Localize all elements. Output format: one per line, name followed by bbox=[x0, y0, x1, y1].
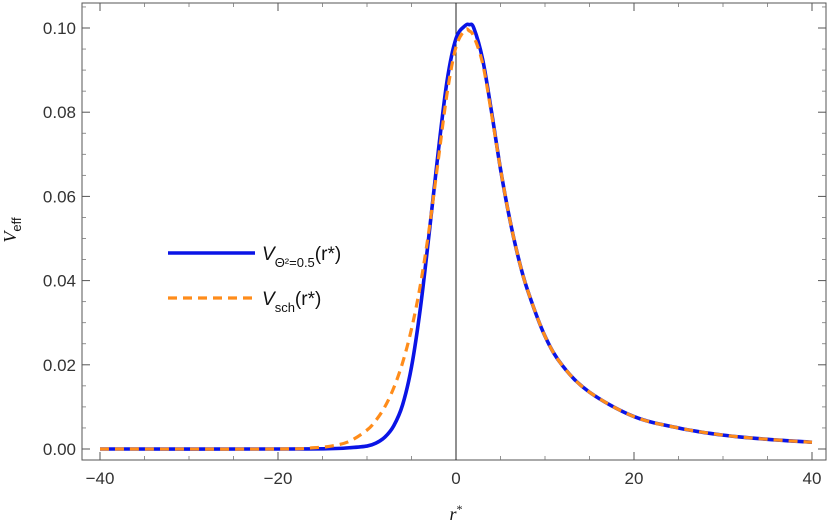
legend-label-theta-sub: Θ²=0.5 bbox=[275, 255, 315, 270]
x-tick-label: 0 bbox=[451, 469, 460, 488]
plot-frame bbox=[81, 2, 827, 461]
legend-label-sch-tail: (r*) bbox=[295, 289, 321, 310]
x-tick-label: 20 bbox=[625, 469, 644, 488]
y-tick-label: 0.02 bbox=[43, 356, 76, 375]
x-axis-label-star: * bbox=[457, 502, 463, 516]
series-line-sch bbox=[99, 27, 813, 451]
x-tick-label: −40 bbox=[86, 469, 115, 488]
y-axis-label-sub: eff bbox=[9, 217, 24, 232]
y-tick-label: 0.04 bbox=[43, 272, 76, 291]
legend-label-sch: Vsch(r*) bbox=[262, 289, 321, 315]
y-tick-label: 0.10 bbox=[43, 19, 76, 38]
y-tick-label: 0.00 bbox=[43, 440, 76, 459]
y-tick-label: 0.08 bbox=[43, 103, 76, 122]
legend-label-theta: VΘ²=0.5(r*) bbox=[262, 244, 341, 270]
legend-label-sch-sub: sch bbox=[275, 300, 295, 315]
y-axis-label: Veff bbox=[0, 217, 24, 243]
legend-label-theta-tail: (r*) bbox=[315, 244, 341, 265]
legend-label-sch-main: V bbox=[262, 289, 277, 310]
x-axis-label: r* bbox=[449, 502, 462, 524]
y-tick-label: 0.06 bbox=[43, 187, 76, 206]
legend-label-theta-main: V bbox=[262, 244, 277, 265]
x-tick-label: −20 bbox=[264, 469, 293, 488]
x-tick-label: 40 bbox=[803, 469, 822, 488]
